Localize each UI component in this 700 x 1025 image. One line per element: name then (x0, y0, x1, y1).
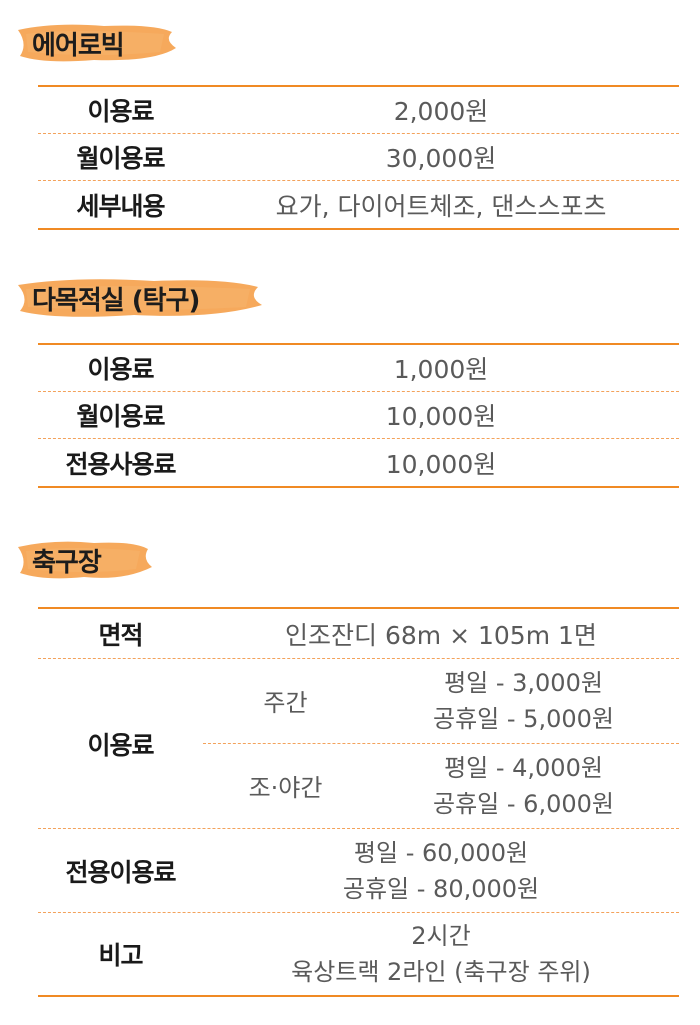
weekday-fee: 평일 - 3,000원 (444, 668, 603, 697)
row-label: 비고 (98, 941, 143, 970)
row-value: 평일 - 60,000원 공휴일 - 80,000원 (203, 835, 679, 907)
table-row: 면적 인조잔디 68m × 105m 1면 (38, 609, 679, 659)
fee-subgroup: 조·야간 평일 - 4,000원 공휴일 - 6,000원 (203, 744, 679, 829)
fee-subgroup: 주간 평일 - 3,000원 공휴일 - 5,000원 (203, 659, 679, 744)
soccer-title-badge: 축구장 (14, 535, 154, 585)
aerobic-fee-table: 이용료 2,000원 월이용료 30,000원 세부내용 요가, 다이어트체조,… (38, 85, 679, 230)
table-row: 이용료 1,000원 (38, 345, 679, 392)
row-label: 이용료 (87, 355, 154, 384)
fee-subgroups: 주간 평일 - 3,000원 공휴일 - 5,000원 조·야간 평일 - 4,… (203, 659, 679, 828)
holiday-fee: 공휴일 - 5,000원 (433, 704, 614, 733)
row-value: 2시간 육상트랙 2라인 (축구장 주위) (203, 918, 679, 990)
table-row: 월이용료 30,000원 (38, 134, 679, 181)
exclusive-weekday-fee: 평일 - 60,000원 (353, 838, 529, 867)
brush-stroke-decoration (18, 279, 262, 317)
row-label: 월이용료 (76, 402, 165, 431)
table-row: 이용료 주간 평일 - 3,000원 공휴일 - 5,000원 조·야간 평일 … (38, 659, 679, 829)
holiday-fee: 공휴일 - 6,000원 (433, 789, 614, 818)
row-label: 면적 (98, 620, 143, 650)
section-title: 에어로빅 (32, 30, 125, 61)
table-row: 전용이용료 평일 - 60,000원 공휴일 - 80,000원 (38, 829, 679, 913)
brush-stroke-decoration (18, 24, 176, 62)
row-value: 30,000원 (385, 144, 497, 173)
row-label: 월이용료 (76, 144, 165, 173)
soccer-fee-table: 면적 인조잔디 68m × 105m 1면 이용료 주간 평일 - 3,000원… (38, 607, 679, 997)
period-label: 조·야간 (248, 774, 323, 803)
row-label: 세부내용 (76, 191, 165, 221)
row-value: 요가, 다이어트체조, 댄스스포츠 (275, 191, 607, 221)
table-row: 비고 2시간 육상트랙 2라인 (축구장 주위) (38, 913, 679, 995)
row-value: 10,000원 (385, 402, 497, 431)
brush-stroke-decoration (18, 541, 152, 579)
note-line: 2시간 (411, 922, 471, 950)
row-label: 전용이용료 (65, 857, 176, 887)
table-row: 세부내용 요가, 다이어트체조, 댄스스포츠 (38, 181, 679, 228)
multipurpose-title-badge: 다목적실 (탁구) (14, 273, 264, 323)
period-fees: 평일 - 4,000원 공휴일 - 6,000원 (368, 750, 679, 822)
row-value: 1,000원 (393, 355, 489, 384)
aerobic-title-badge: 에어로빅 (14, 18, 179, 68)
weekday-fee: 평일 - 4,000원 (444, 753, 603, 782)
row-label: 이용료 (87, 97, 154, 126)
row-value: 10,000원 (385, 449, 497, 479)
row-value: 인조잔디 68m × 105m 1면 (285, 620, 597, 650)
row-label: 전용사용료 (65, 449, 176, 479)
multipurpose-fee-table: 이용료 1,000원 월이용료 10,000원 전용사용료 10,000원 (38, 343, 679, 488)
period-fees: 평일 - 3,000원 공휴일 - 5,000원 (368, 665, 679, 737)
table-row: 이용료 2,000원 (38, 87, 679, 134)
section-title: 축구장 (32, 547, 102, 578)
table-row: 월이용료 10,000원 (38, 392, 679, 439)
table-row: 전용사용료 10,000원 (38, 439, 679, 486)
exclusive-holiday-fee: 공휴일 - 80,000원 (342, 874, 540, 903)
row-value: 2,000원 (393, 97, 489, 126)
note-line: 육상트랙 2라인 (축구장 주위) (291, 958, 591, 986)
row-label: 이용료 (87, 730, 154, 760)
section-title: 다목적실 (탁구) (32, 285, 200, 316)
period-label: 주간 (263, 689, 308, 718)
